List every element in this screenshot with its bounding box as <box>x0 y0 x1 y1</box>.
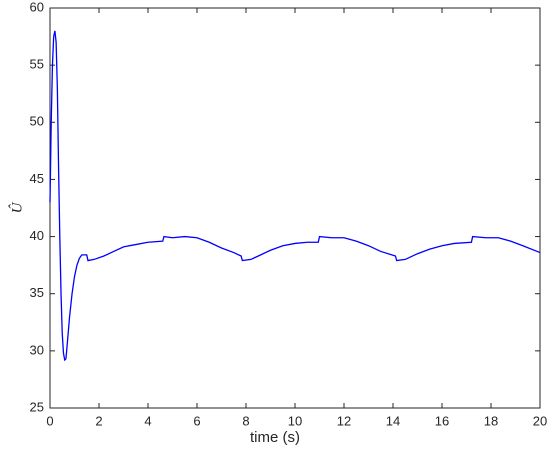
x-tick-label: 8 <box>242 413 249 428</box>
x-tick-label: 4 <box>144 413 151 428</box>
y-tick-label: 55 <box>30 57 44 72</box>
x-tick-label: 2 <box>95 413 102 428</box>
x-tick-label: 12 <box>337 413 351 428</box>
x-tick-label: 16 <box>435 413 449 428</box>
x-tick-label: 18 <box>484 413 498 428</box>
x-tick-label: 6 <box>193 413 200 428</box>
x-tick-label: 10 <box>288 413 302 428</box>
y-tick-label: 50 <box>30 114 44 129</box>
data-line <box>49 30 541 362</box>
y-tick-label: 35 <box>30 285 44 300</box>
y-tick-label: 60 <box>30 0 44 14</box>
x-axis-label: time (s) <box>250 429 300 446</box>
x-tick-label: 0 <box>46 413 53 428</box>
y-tick-label: 30 <box>30 342 44 357</box>
plot-frame <box>49 7 541 409</box>
y-tick-label: 45 <box>30 171 44 186</box>
y-axis-label: Û <box>8 201 25 213</box>
y-tick-label: 40 <box>30 228 44 243</box>
y-tick-label: 25 <box>30 399 44 414</box>
x-tick-label: 14 <box>386 413 400 428</box>
x-tick-label: 20 <box>533 413 547 428</box>
